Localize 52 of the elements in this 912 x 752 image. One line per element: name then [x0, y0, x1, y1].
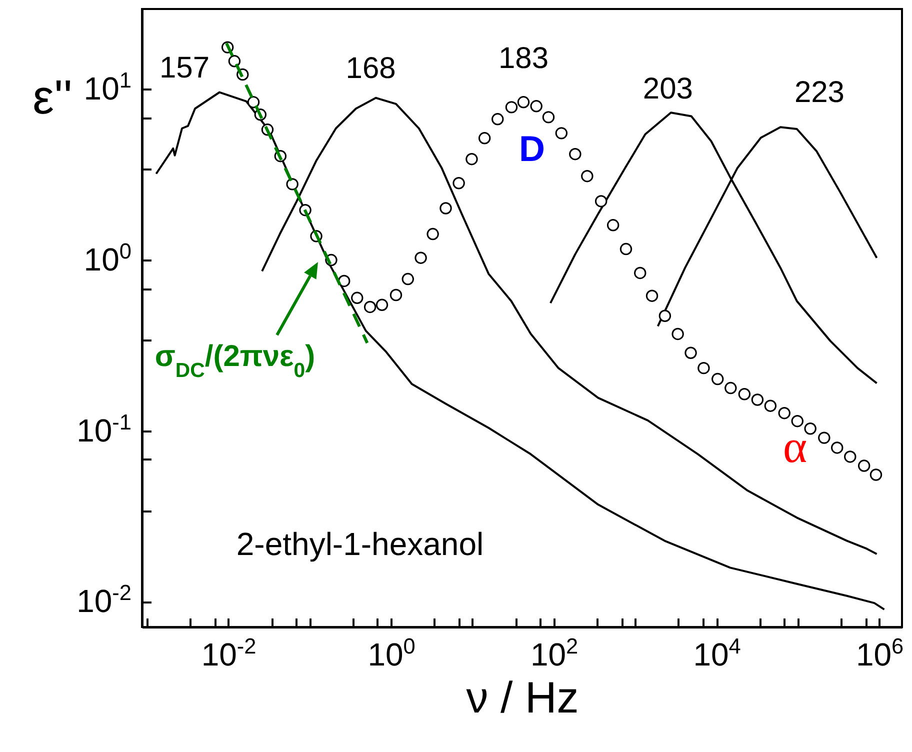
- x-tick-label: 10$^{2}$: [530, 633, 578, 672]
- y-tick-label: 10$^{1}$: [84, 67, 132, 107]
- point: [594, 195, 608, 208]
- point: [426, 228, 439, 240]
- point: [452, 177, 465, 190]
- point: [466, 152, 478, 166]
- series-label: 223: [794, 76, 844, 110]
- point: [351, 292, 364, 304]
- point: [338, 274, 350, 288]
- point: [672, 328, 684, 340]
- point: [569, 148, 582, 160]
- series-label: 203: [642, 72, 693, 106]
- point: [478, 132, 491, 144]
- series-label: 168: [346, 52, 396, 85]
- x-tick-label: 10$^{-2}$: [201, 633, 256, 672]
- point: [620, 242, 632, 256]
- annotation: α: [782, 421, 808, 472]
- annotation: D: [519, 128, 545, 169]
- point: [376, 298, 388, 312]
- point: [555, 127, 568, 140]
- point: [684, 346, 697, 359]
- point: [606, 219, 620, 232]
- x-tick-label: 10$^{4}$: [693, 633, 741, 672]
- annotation: 2-ethyl-1-hexanol: [236, 526, 484, 562]
- point: [440, 202, 452, 214]
- y-axis-title: ε'': [32, 72, 72, 124]
- point: [711, 372, 724, 386]
- point: [390, 288, 402, 302]
- series-label: 157: [159, 51, 210, 84]
- point: [634, 266, 646, 280]
- x-tick-label: 10$^{0}$: [368, 633, 416, 672]
- point: [581, 170, 594, 182]
- point: [402, 272, 414, 286]
- x-tick-label: 10$^{6}$: [856, 633, 904, 672]
- point: [724, 382, 737, 394]
- point: [492, 113, 504, 126]
- point: [530, 100, 542, 112]
- y-tick-label: 10$^{-2}$: [76, 580, 132, 620]
- point: [646, 290, 658, 302]
- y-tick-label: 10$^{0}$: [84, 238, 132, 278]
- point: [658, 310, 672, 322]
- y-tick-label: 10$^{-1}$: [76, 408, 132, 448]
- point: [698, 362, 710, 374]
- x-axis-title: ν / Hz: [466, 674, 579, 722]
- point: [505, 101, 518, 114]
- point: [517, 96, 530, 108]
- point: [542, 111, 555, 124]
- annotation: σ$_{DC}$/(2πνε$_{0}$): [154, 340, 316, 382]
- series-label: 183: [498, 42, 549, 76]
- point: [414, 252, 427, 264]
- point: [364, 300, 376, 314]
- point: [286, 178, 298, 190]
